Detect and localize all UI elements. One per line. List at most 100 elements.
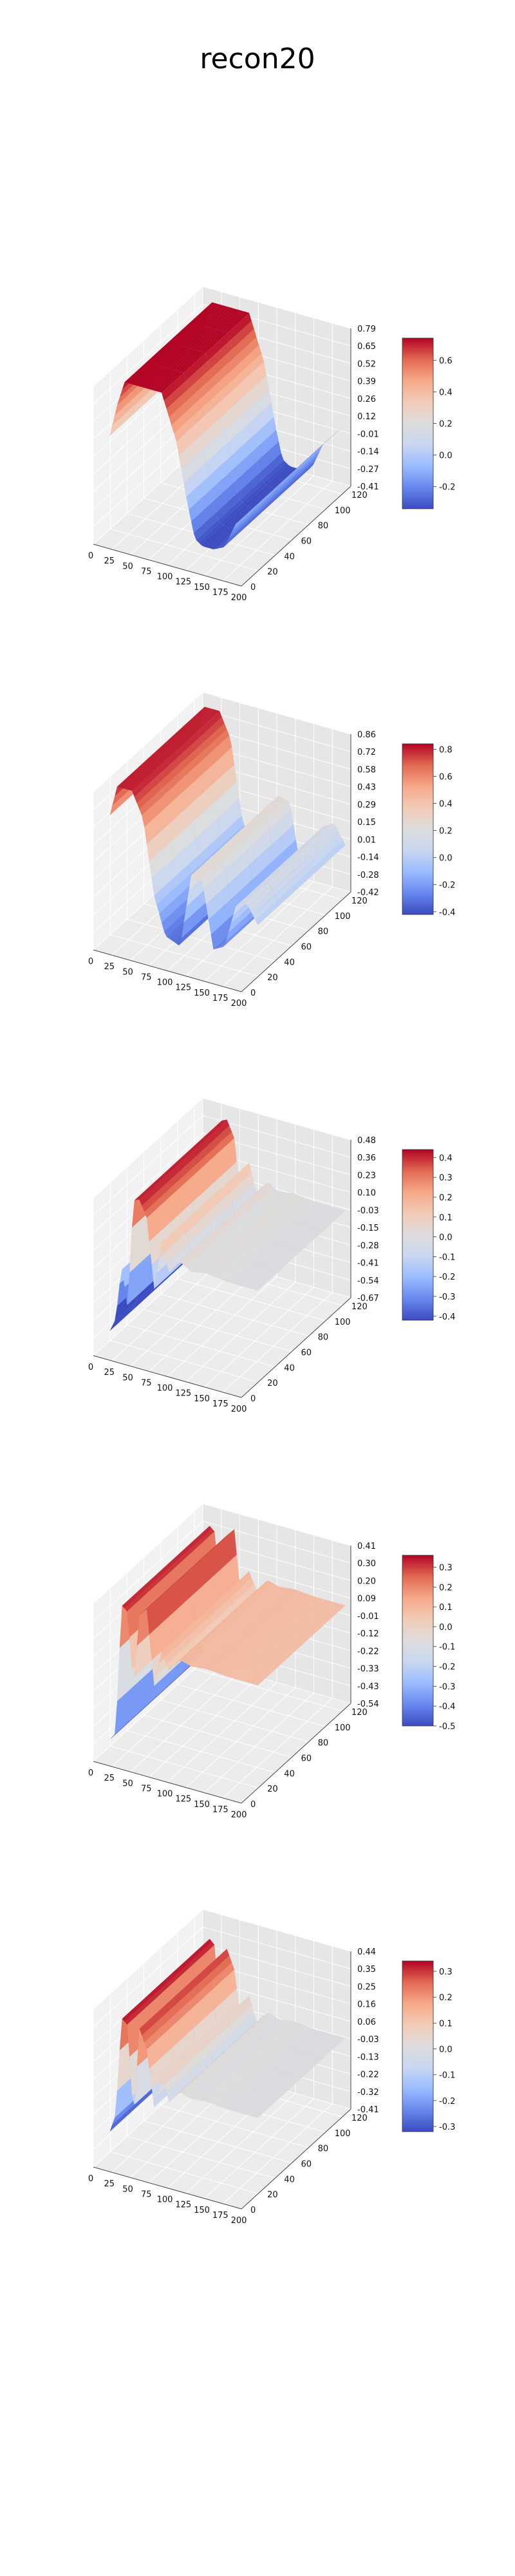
colorbar-tick-label: -0.2 [439,1663,455,1672]
y-tick-label: 80 [318,1739,329,1748]
z-tick-label: 0.09 [357,1595,376,1604]
z-tick-label: -0.03 [357,2035,379,2045]
x-tick-label: 100 [157,1790,173,1799]
z-tick-label: -0.33 [357,1665,379,1674]
y-tick-label: 80 [318,1333,329,1343]
z-tick-label: -0.42 [357,888,379,898]
colorbar [402,337,434,509]
colorbar-tick-label: 0.4 [439,388,453,397]
y-tick-label: 40 [284,1769,295,1779]
z-tick-label: 0.23 [357,1171,376,1180]
colorbar-tick-label: 0.2 [439,827,453,837]
x-tick-label: 200 [231,2216,247,2226]
colorbar [402,743,434,915]
x-tick-label: 100 [157,978,173,988]
x-tick-label: 175 [212,994,229,1003]
y-tick-label: 80 [318,522,329,531]
colorbar-tick-label: 0.6 [439,356,453,366]
y-tick-label: 60 [301,942,312,952]
y-tick-label: 40 [284,1363,295,1373]
colorbar-tick-label: 0.0 [439,451,453,461]
x-tick-label: 200 [231,593,247,603]
x-tick-label: 125 [175,983,191,993]
y-tick-label: 40 [284,958,295,967]
y-tick-label: 20 [267,1379,278,1388]
y-tick-label: 60 [301,536,312,546]
x-tick-label: 25 [104,556,115,566]
colorbar-tick-label: 0.3 [439,1563,453,1573]
surface-facet [299,1624,324,1646]
z-tick-label: -0.03 [357,1206,379,1216]
y-tick-label: 40 [284,2175,295,2184]
colorbar [402,1960,434,2132]
colorbar-tick-label: 0.2 [439,1993,453,2003]
z-tick-label: -0.12 [357,1629,379,1639]
y-tick-label: 20 [267,567,278,577]
y-tick-label: 0 [250,2206,256,2215]
z-tick-label: 0.72 [357,748,376,757]
z-tick-label: 0.26 [357,395,376,404]
z-tick-label: 0.86 [357,730,376,740]
colorbar-tick-label: 0.8 [439,745,453,755]
y-axis-line [241,1703,351,1804]
surface-facet [255,2097,280,2118]
x-tick-label: 175 [212,1399,229,1409]
colorbar-tick-label: -0.3 [439,1682,455,1692]
x-tick-label: 25 [104,1368,115,1378]
y-tick-label: 40 [284,552,295,562]
y-axis-line [241,2108,351,2210]
z-tick-label: 0.15 [357,818,376,828]
x-tick-label: 175 [212,2211,229,2221]
x-tick-label: 175 [212,588,229,598]
z-tick-label: 0.25 [357,1982,376,1992]
z-tick-label: 0.20 [357,1577,376,1586]
x-tick-label: 125 [175,578,191,587]
colorbar-tick-label: -0.5 [439,1722,455,1732]
z-tick-label: -0.15 [357,1224,379,1233]
surface-facet [277,1644,302,1666]
surface-facet [299,444,324,467]
y-tick-label: 20 [267,1785,278,1794]
x-tick-label: 100 [157,1384,173,1394]
y-tick-label: 80 [318,2145,329,2154]
subplot-5: 0 25 50 75 100 125 150 175 200 0 20 40 60 80 100 120 0.4… [0,1909,515,2286]
x-axis-line [93,1355,242,1398]
surface-mesh [109,706,346,950]
z-tick-label: 0.41 [357,1542,376,1551]
x-tick-label: 0 [88,957,93,967]
z-tick-label: -0.01 [357,1612,379,1622]
z-tick-label: -0.13 [357,2052,379,2062]
figure-title: recon20 [200,43,315,75]
colorbar-tick-label: 0.0 [439,854,453,864]
y-axis-line [241,1297,351,1398]
y-tick-label: 0 [250,583,256,592]
y-tick-label: 120 [351,1302,368,1312]
x-tick-label: 75 [141,1378,152,1388]
surface-facet [255,1664,280,1686]
surface-plot-1: 02550751001251501752000204060801001200.7… [88,286,455,603]
z-tick-label: 0.79 [357,325,376,334]
surface-facet [255,1269,280,1291]
surface-facet [255,484,280,507]
colorbar-tick-label: 0.2 [439,1583,453,1593]
colorbar-tick-label: -0.2 [439,483,455,493]
z-tick-label: 0.52 [357,359,376,369]
surface-mesh [109,1526,346,1740]
colorbar-tick-label: 0.1 [439,1213,453,1223]
z-tick-label: 0.30 [357,1559,376,1569]
x-tick-label: 200 [231,1810,247,1820]
z-tick-label: 0.39 [357,377,376,387]
z-tick-label: -0.27 [357,465,379,475]
x-tick-label: 25 [104,1774,115,1783]
surface-facet [255,900,280,925]
z-tick-label: -0.41 [357,2105,379,2115]
y-tick-label: 80 [318,927,329,937]
surface-plot-4: 02550751001251501752000204060801001200.4… [88,1503,455,1820]
subplot-4: 0 25 50 75 100 125 150 175 200 0 20 40 60 80 100 120 0.4… [0,1503,515,1880]
colorbar-tick-label: 0.2 [439,1193,453,1203]
z-tick-label: -0.32 [357,2088,379,2098]
x-tick-label: 75 [141,1784,152,1794]
y-tick-label: 100 [335,1318,351,1327]
x-tick-label: 150 [194,1394,210,1404]
x-tick-label: 25 [104,962,115,972]
